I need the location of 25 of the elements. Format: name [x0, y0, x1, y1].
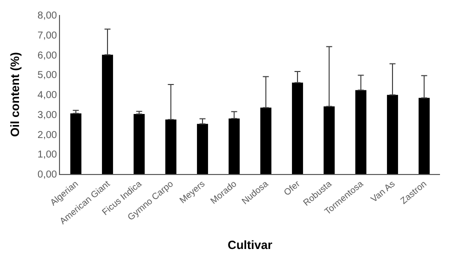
y-tick-label: 1,00 — [38, 150, 58, 161]
bar — [260, 108, 272, 174]
bar — [196, 124, 208, 174]
y-tick-label: 6,00 — [38, 50, 58, 62]
y-tick-label: 4,00 — [38, 90, 58, 101]
bar — [355, 90, 366, 174]
bar — [228, 118, 240, 174]
bar — [134, 114, 145, 174]
bar — [102, 54, 114, 174]
x-axis-title: Cultivar — [228, 238, 273, 252]
bar — [324, 106, 335, 174]
bar — [386, 94, 398, 174]
y-tick-label: 8,00 — [38, 10, 58, 22]
bar — [165, 120, 176, 174]
bar — [418, 98, 430, 174]
x-tick-label: Van As — [368, 178, 398, 204]
y-tick-label: 2,00 — [38, 130, 58, 141]
bar — [70, 113, 82, 174]
y-tick-label: 0,00 — [38, 170, 58, 180]
x-tick-label: Ofer — [282, 178, 302, 198]
bar — [292, 82, 304, 174]
y-tick-label: 7,00 — [38, 30, 58, 42]
y-axis-title: Oil content (%) — [8, 52, 22, 137]
y-tick-label: 5,00 — [38, 70, 58, 82]
y-tick-label: 3,00 — [38, 110, 58, 121]
